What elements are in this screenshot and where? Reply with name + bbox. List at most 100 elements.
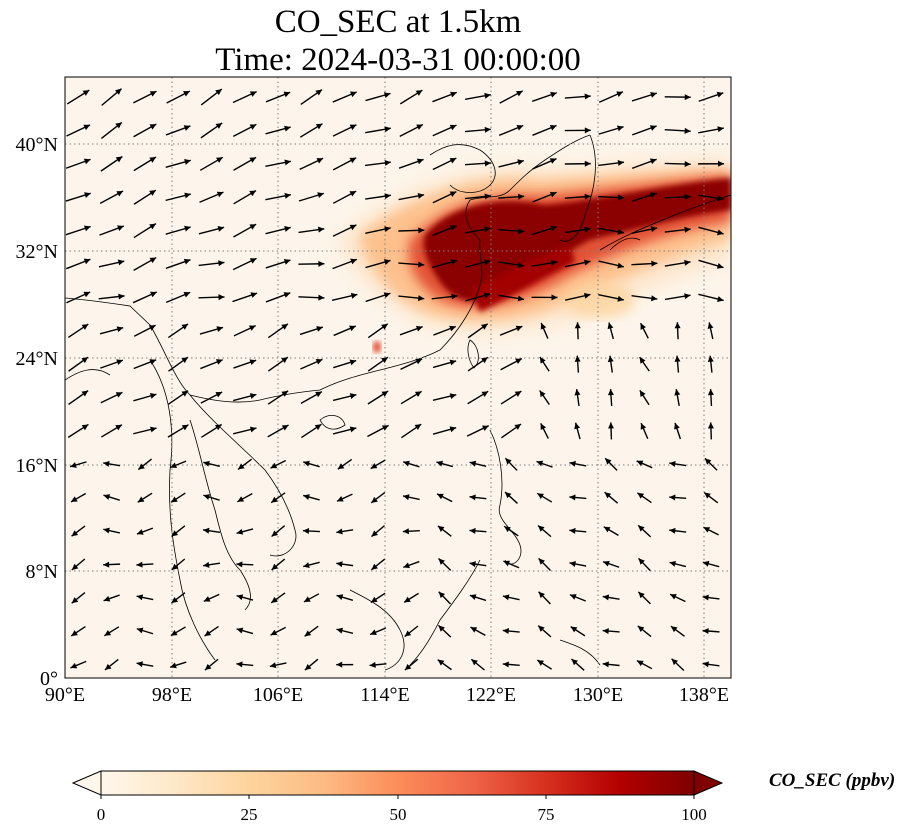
wind-arrow-head — [684, 193, 691, 200]
wind-arrow-head — [716, 91, 724, 98]
wind-arrow-head — [584, 160, 591, 167]
wind-arrow-head — [674, 422, 680, 430]
wind-arrow-head — [149, 190, 156, 196]
wind-arrow-head — [350, 258, 357, 265]
wind-arrow-head — [539, 390, 546, 398]
wind-arrow-head — [602, 661, 609, 668]
wind-arrow-head — [148, 325, 156, 331]
wind-arrow-head — [438, 591, 446, 599]
wind-arrow-head — [184, 159, 191, 165]
wind-arrow-head — [603, 560, 610, 567]
wind-arrow-head — [539, 356, 546, 364]
wind-arrow-head — [184, 192, 191, 199]
wind-arrow-head — [149, 359, 157, 365]
wind-arrow-head — [482, 425, 489, 432]
wind-arrow-head — [284, 225, 291, 232]
wind-arrow-head — [170, 662, 177, 669]
wind-arrow-head — [540, 423, 547, 431]
wind-arrow-head — [549, 124, 557, 131]
wind-arrow-head — [416, 124, 423, 130]
wind-arrow-head — [418, 261, 425, 268]
wind-arrow-head — [183, 125, 191, 131]
wind-arrow-head — [504, 526, 511, 533]
wind-arrow-head — [517, 295, 525, 302]
wind-arrow-head — [316, 326, 323, 332]
wind-arrow-head — [538, 591, 545, 599]
wind-arrow-head — [451, 293, 458, 300]
wind-arrow-head — [403, 494, 410, 501]
wind-arrow-head — [350, 292, 358, 299]
wind-arrow-head — [315, 89, 323, 96]
wind-arrow-head — [502, 594, 510, 601]
wind-arrow-head — [616, 91, 624, 97]
wind-arrow-head — [315, 391, 322, 398]
wind-arrow-head — [650, 295, 658, 302]
wind-arrow-head — [702, 628, 709, 635]
wind-arrow-head — [281, 323, 288, 330]
wind-arrow-head — [171, 530, 179, 537]
wind-arrow-head — [384, 226, 391, 233]
wind-arrow-head — [707, 422, 714, 429]
wind-arrow-head — [249, 258, 257, 264]
wind-arrow-head — [481, 391, 489, 398]
wind-arrow-head — [416, 158, 424, 165]
wind-arrow-head — [71, 563, 79, 570]
wind-arrow-head — [469, 460, 477, 467]
wind-arrow-head — [81, 424, 89, 431]
wind-arrow-head — [584, 193, 591, 200]
x-tick-label: 122°E — [466, 684, 516, 706]
wind-arrow-head — [574, 389, 581, 396]
wind-arrow-head — [602, 594, 610, 601]
wind-arrow-head — [684, 94, 691, 101]
wind-arrow-head — [671, 658, 678, 666]
wind-arrow-head — [450, 259, 458, 265]
wind-arrow-head — [383, 292, 391, 299]
wind-arrow-head — [271, 496, 278, 503]
wind-arrow-head — [349, 359, 357, 366]
wind-arrow-head — [181, 357, 188, 364]
chart-title-line2: Time: 2024-03-31 00:00:00 — [215, 42, 581, 78]
wind-arrow-head — [150, 291, 157, 298]
wind-arrow-head — [684, 161, 691, 168]
wind-arrow-head — [284, 159, 291, 166]
wind-arrow-head — [469, 561, 476, 568]
wind-arrow-head — [118, 293, 125, 300]
wind-arrow-head — [250, 292, 258, 298]
wind-arrow-head — [184, 225, 191, 232]
wind-arrow-head — [115, 156, 123, 163]
y-tick-label: 40°N — [16, 134, 58, 156]
wind-arrow-head — [640, 423, 647, 430]
x-tick-label: 106°E — [253, 684, 303, 706]
wind-arrow-head — [481, 357, 488, 364]
chart-title-line1: CO_SEC at 1.5km — [274, 4, 522, 40]
wind-arrow-head — [449, 158, 457, 164]
wind-arrow-head — [584, 127, 591, 134]
wind-arrow-head — [136, 661, 143, 668]
wind-arrow-head — [215, 122, 223, 129]
colorbar-tick-label: 75 — [538, 805, 555, 824]
wind-arrow-head — [218, 294, 225, 301]
y-tick-label: 8°N — [26, 561, 58, 583]
wind-arrow-head — [349, 224, 357, 231]
wind-arrow-head — [203, 527, 210, 534]
wind-arrow-head — [284, 192, 291, 199]
wind-arrow-head — [607, 355, 614, 363]
wind-arrow-head — [538, 525, 545, 532]
wind-arrow-head — [203, 460, 210, 467]
wind-arrow-head — [104, 663, 112, 670]
wind-arrow-head — [370, 596, 378, 603]
wind-arrow-head — [281, 390, 289, 397]
wind-arrow-head — [669, 460, 676, 467]
wind-arrow-head — [303, 494, 310, 500]
wind-arrow-head — [115, 88, 122, 95]
wind-arrow-head — [517, 228, 525, 235]
wind-arrow-head — [674, 355, 681, 362]
wind-arrow-head — [469, 527, 476, 534]
wind-arrow-head — [549, 191, 557, 198]
wind-arrow-head — [404, 596, 411, 603]
wind-arrow-head — [249, 91, 257, 97]
wind-arrow-head — [349, 124, 357, 131]
colorbar-tick-label: 25 — [241, 805, 258, 824]
wind-arrow-head — [638, 525, 645, 532]
wind-arrow-head — [149, 91, 157, 97]
